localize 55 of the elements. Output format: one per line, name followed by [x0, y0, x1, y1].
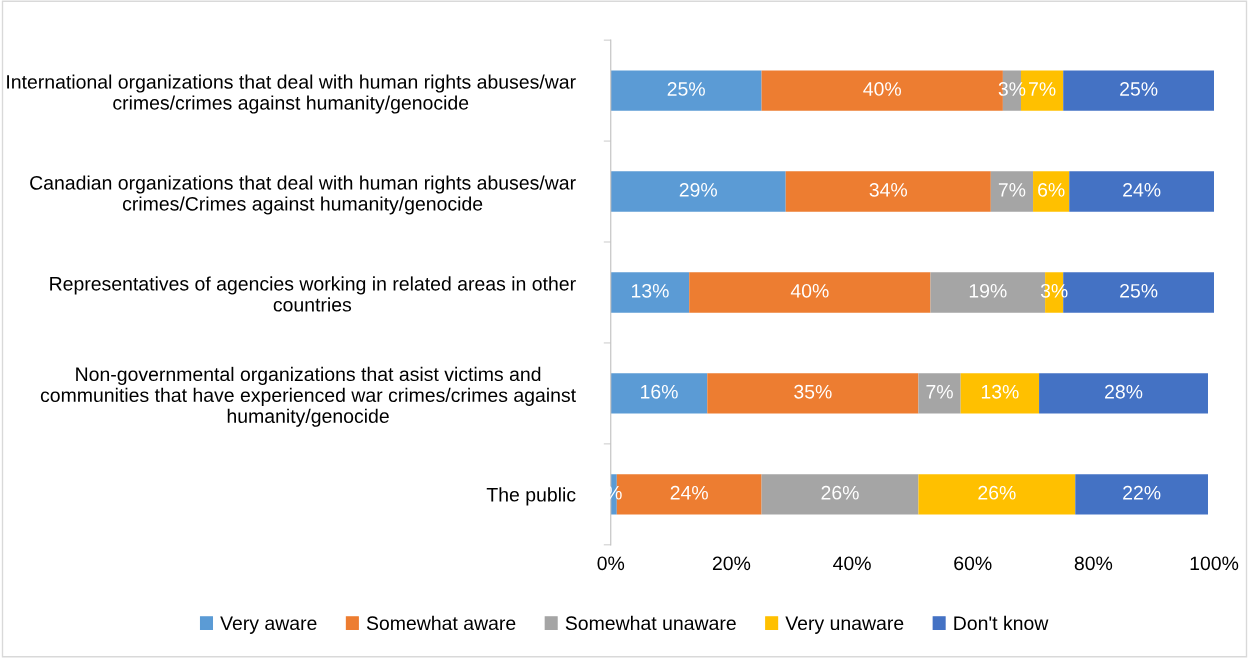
- bar: [1063, 70, 1215, 111]
- bar: [918, 373, 961, 414]
- data-label: 40%: [863, 82, 901, 96]
- legend-label: Somewhat aware: [366, 615, 516, 631]
- bar: [707, 373, 919, 414]
- x-tick-label: 40%: [833, 556, 871, 571]
- data-label: 29%: [679, 182, 717, 197]
- data-label: 7%: [926, 384, 953, 399]
- data-label: 25%: [1120, 82, 1158, 96]
- x-tick-label: 20%: [712, 556, 751, 571]
- legend-label: Very unaware: [785, 616, 904, 634]
- data-label: 7%: [1029, 82, 1056, 96]
- bar: [1075, 474, 1208, 515]
- data-label: 6%: [1038, 182, 1065, 197]
- x-tick-label: 0%: [597, 556, 625, 571]
- bar: [960, 373, 1040, 414]
- bar: [689, 272, 931, 313]
- bar: [1033, 171, 1070, 212]
- bar: [990, 171, 1034, 212]
- data-label: 28%: [1105, 384, 1143, 399]
- y-tick-label: Non-governmental organizations that asist victims and communities that have experienced war crimes/crimes against humanity/genocide: [40, 366, 576, 427]
- data-label: 16%: [641, 384, 678, 399]
- bar: [1039, 373, 1208, 414]
- x-tick-label: 100%: [1190, 556, 1239, 571]
- bar: [610, 70, 762, 111]
- data-label: 7%: [998, 183, 1026, 197]
- data-label: 26%: [821, 485, 859, 500]
- data-label: 22%: [1123, 485, 1161, 500]
- data-label: 25%: [1120, 283, 1158, 298]
- bar: [610, 171, 786, 212]
- data-label: 34%: [869, 182, 908, 197]
- data-label: 40%: [790, 283, 829, 298]
- data-label: 35%: [794, 384, 832, 399]
- bar: [1069, 171, 1215, 212]
- data-label: 13%: [981, 384, 1019, 399]
- bar: [761, 474, 919, 515]
- y-tick-label: International organizations that deal with human rights abuses/war crimes/crimes against humanity/genocide: [7, 74, 576, 114]
- y-tick-label: Canadian organizations that deal with human rights abuses/war crimes/Crimes against humanity/genocide: [30, 175, 576, 215]
- data-label: 19%: [969, 283, 1007, 298]
- data-label: 25%: [667, 82, 705, 96]
- legend-label: Somewhat unaware: [565, 615, 736, 631]
- bar: [785, 171, 991, 212]
- legend-label: Don't know: [954, 615, 1049, 631]
- bar: [610, 373, 708, 414]
- data-label: 13%: [632, 283, 669, 298]
- data-label: 24%: [1123, 182, 1161, 197]
- bar: [610, 272, 690, 313]
- bar: [918, 474, 1076, 515]
- x-tick-label: 60%: [954, 556, 992, 571]
- data-label: 24%: [670, 485, 708, 500]
- legend-label: Very aware: [220, 616, 317, 634]
- y-tick-label: The public: [486, 487, 576, 506]
- data-label: 26%: [978, 485, 1016, 500]
- x-tick-label: 80%: [1074, 556, 1113, 571]
- y-tick-label: Representatives of agencies working in related areas in other countries: [50, 276, 576, 312]
